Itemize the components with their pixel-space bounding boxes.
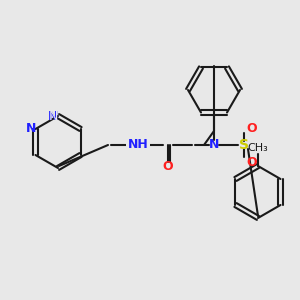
Text: O: O [163, 160, 173, 173]
Text: N: N [48, 110, 58, 122]
Text: N: N [209, 139, 219, 152]
Text: O: O [247, 122, 257, 134]
Text: N: N [26, 122, 37, 136]
Text: CH₃: CH₃ [248, 143, 268, 153]
Text: NH: NH [128, 139, 148, 152]
Text: S: S [239, 138, 249, 152]
Text: N: N [48, 110, 58, 122]
Text: O: O [247, 155, 257, 169]
